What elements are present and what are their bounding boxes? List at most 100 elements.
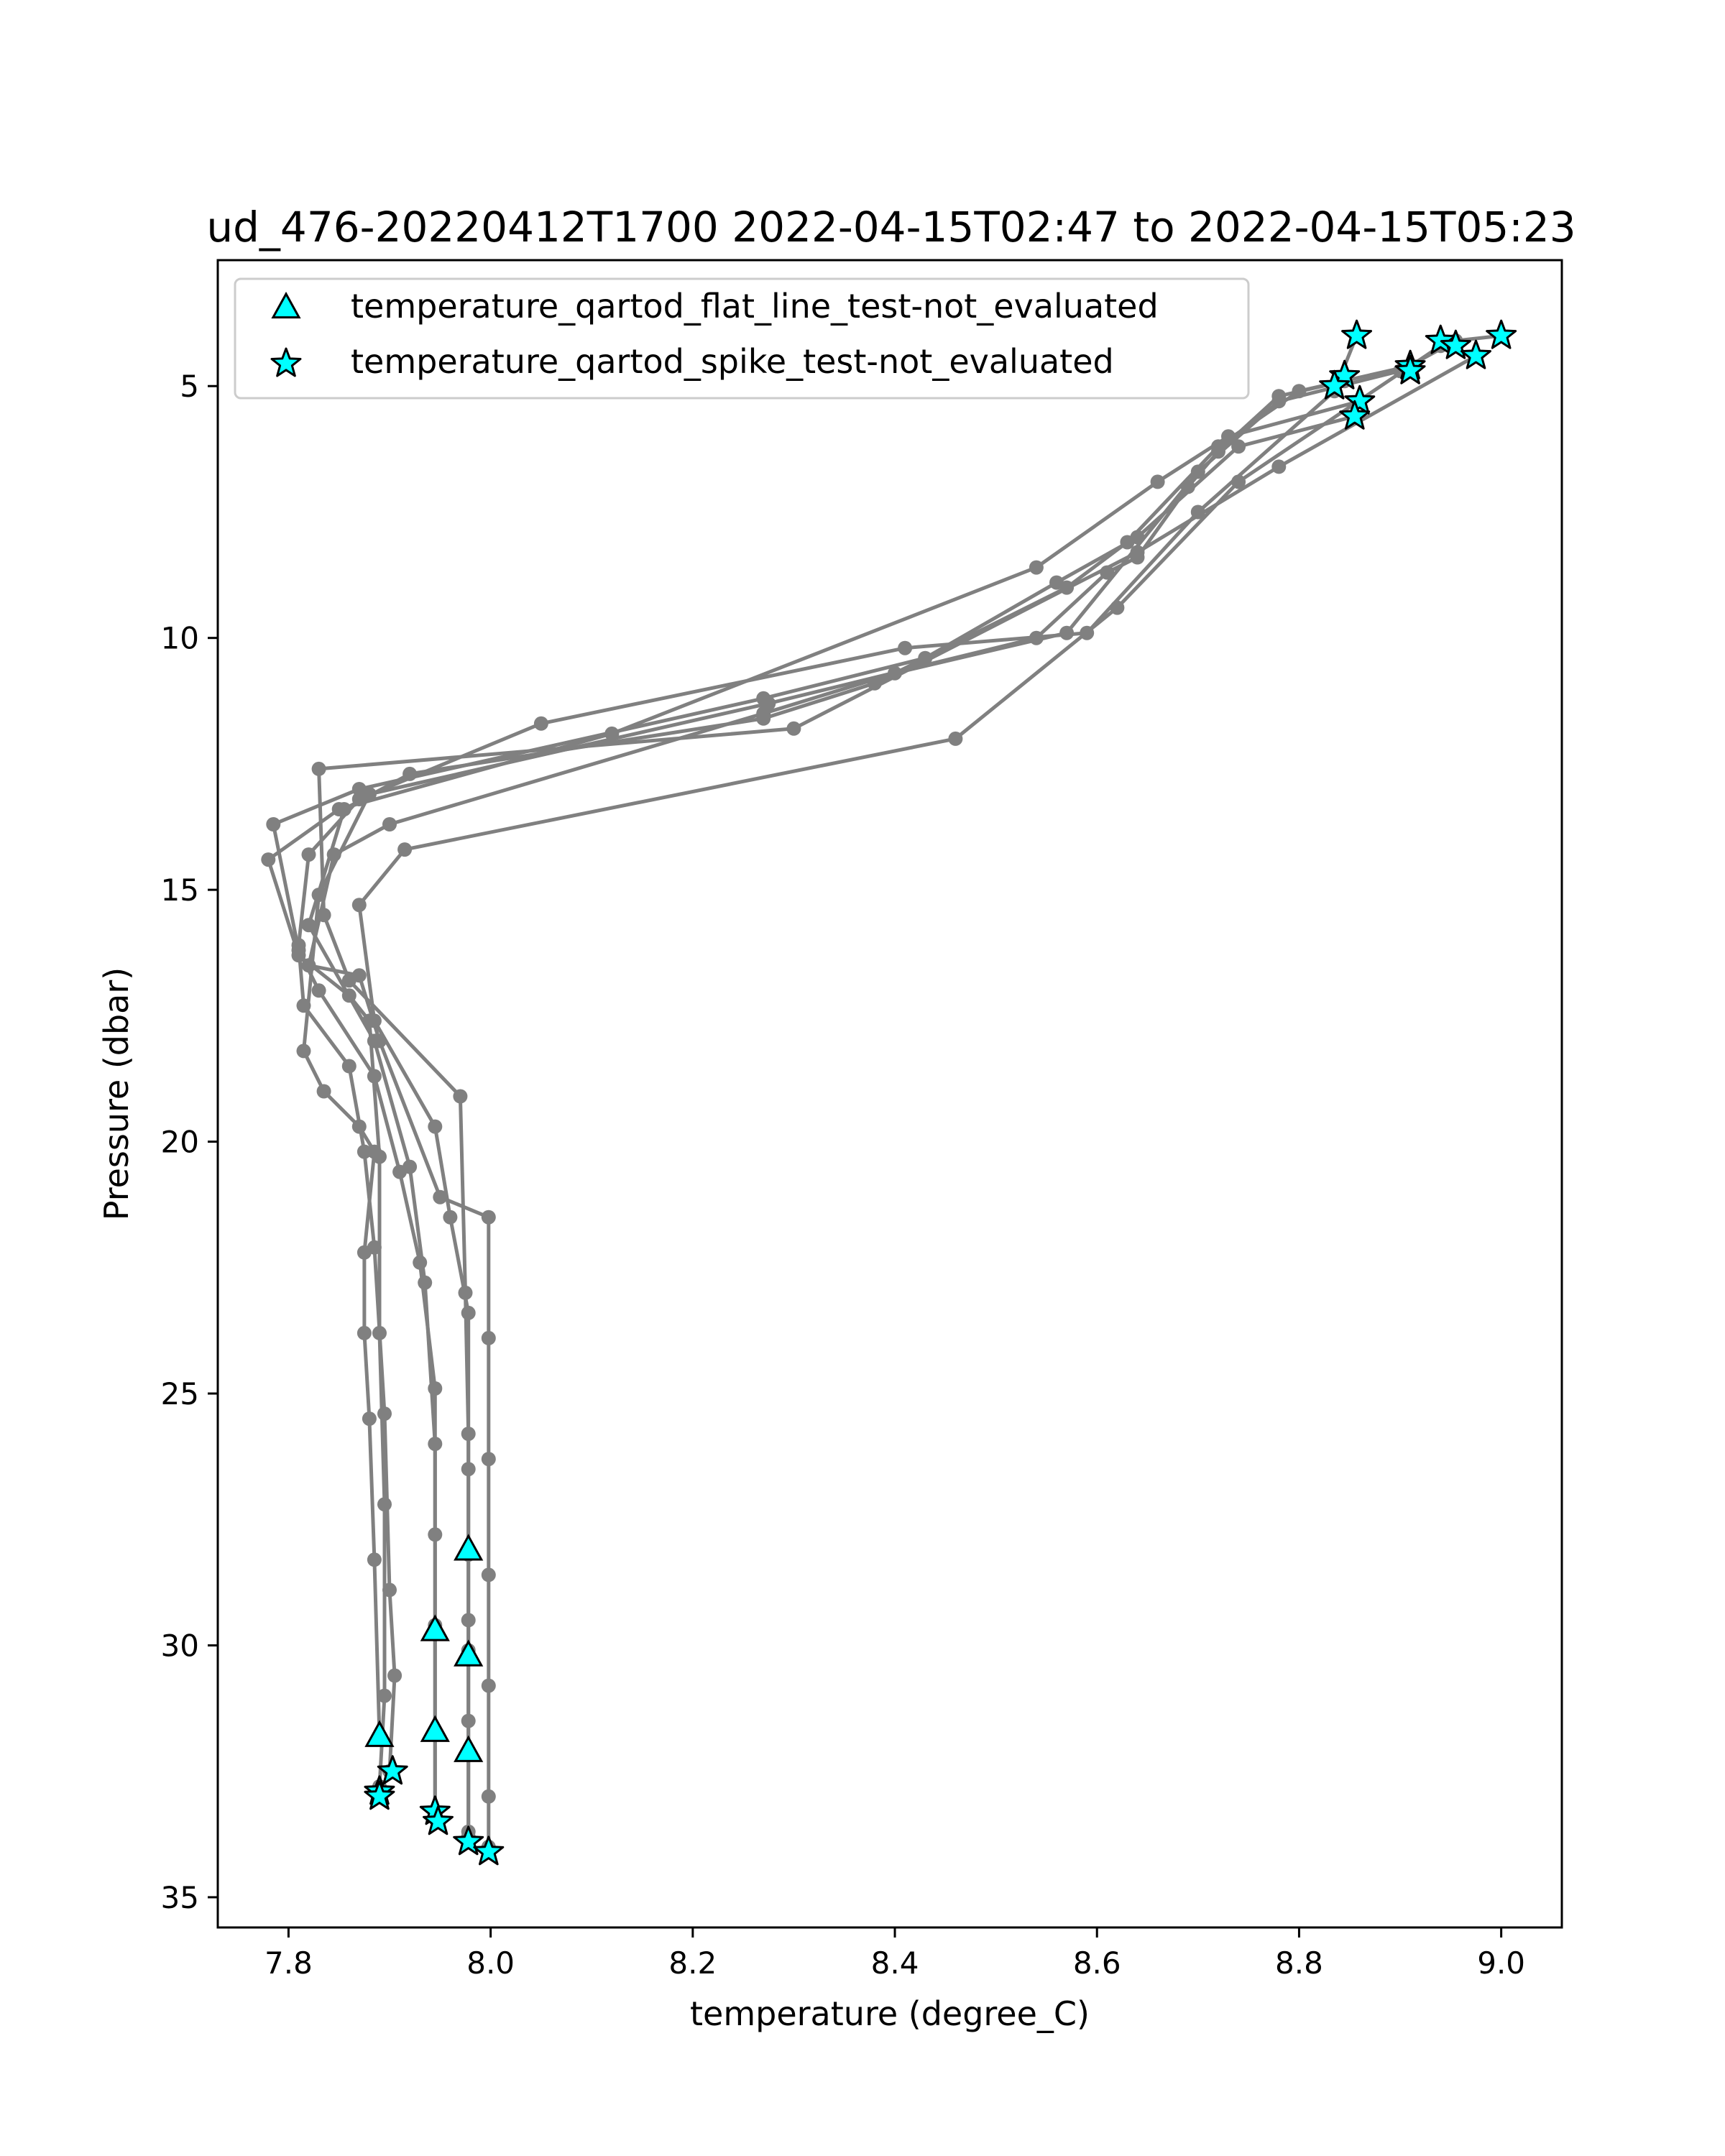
profile-point	[351, 968, 367, 983]
profile-point	[481, 1452, 496, 1467]
flat-line-marker	[454, 1639, 484, 1667]
y-tick-label: 5	[180, 369, 199, 404]
profile-point	[336, 802, 351, 816]
legend-triangle	[271, 291, 301, 319]
profile-point	[1150, 474, 1165, 489]
x-tick-label: 8.4	[871, 1945, 919, 1981]
y-tick-label: 25	[161, 1376, 199, 1411]
profile-point	[1271, 394, 1287, 409]
profile-3	[261, 394, 1367, 1794]
y-axis-label: Pressure (dbar)	[97, 967, 136, 1220]
profile-point	[481, 1567, 496, 1583]
profile-point	[372, 1033, 387, 1049]
x-tick-label: 8.6	[1073, 1945, 1121, 1981]
spike-marker	[1486, 319, 1517, 349]
profile-line	[357, 344, 1442, 1832]
spike-marker	[377, 1755, 408, 1785]
legend-marker-star	[270, 347, 302, 377]
legend-entry-spike: temperature_qartod_spike_test-not_evalua…	[351, 342, 1114, 381]
legend: temperature_qartod_flat_line_test-not_ev…	[234, 277, 1250, 400]
spike-marker	[1460, 339, 1491, 369]
profile-point	[428, 1437, 443, 1452]
profile-point	[533, 716, 548, 731]
legend-entry-flat-line: temperature_qartod_flat_line_test-not_ev…	[351, 287, 1159, 326]
profile-8	[301, 328, 1509, 1854]
profile-point	[481, 1678, 496, 1693]
flat-line-marker	[364, 1720, 395, 1747]
profile-point	[291, 948, 306, 963]
profile-point	[461, 1305, 476, 1320]
profile-point	[362, 1411, 377, 1427]
y-tick-label: 30	[161, 1628, 199, 1663]
spike-marker	[1319, 369, 1351, 400]
x-tick-label: 9.0	[1477, 1945, 1525, 1981]
y-tick-label: 20	[161, 1125, 199, 1160]
profile-point	[1190, 505, 1205, 520]
profile-point	[261, 852, 276, 867]
profile-point	[377, 1688, 392, 1703]
x-tick-label: 8.8	[1275, 1945, 1323, 1981]
profile-point	[356, 1325, 372, 1340]
profile-point	[481, 1330, 496, 1345]
x-axis: 7.8 8.0 8.2 8.4 8.6 8.8 9.0	[264, 1927, 1525, 1981]
profile-point	[443, 1210, 458, 1225]
flat-line-marker	[420, 1715, 450, 1742]
profile-point	[266, 817, 281, 831]
profile-point	[367, 1552, 382, 1567]
y-tick-label: 35	[161, 1880, 199, 1915]
profile-point	[356, 1245, 372, 1260]
profile-point	[397, 842, 413, 857]
profile-point	[387, 1668, 402, 1683]
spike-marker	[1341, 319, 1373, 349]
x-tick-label: 7.8	[264, 1945, 313, 1981]
flat-line-marker	[420, 1614, 450, 1641]
profile-point	[1120, 535, 1135, 550]
profile-point	[402, 766, 418, 781]
profile-line	[307, 364, 1411, 1817]
profile-point	[341, 1059, 356, 1074]
profile-point	[311, 761, 326, 776]
profile-point	[898, 640, 913, 655]
spike-marker	[1344, 384, 1376, 415]
profile-point	[888, 665, 902, 681]
profile-point	[948, 731, 963, 746]
profile-point	[1110, 600, 1125, 615]
profile-point	[296, 1044, 311, 1059]
legend-frame	[234, 277, 1250, 400]
profile-point	[418, 1275, 433, 1290]
plot-area	[261, 319, 1517, 1866]
profile-point	[461, 1713, 476, 1728]
profile-point	[301, 847, 316, 862]
profile-point	[1231, 474, 1246, 489]
spike-marker	[1339, 400, 1371, 430]
spike-marker	[1394, 354, 1426, 384]
legend-star	[270, 347, 302, 377]
spike-marker	[1440, 329, 1471, 359]
flat-line-marker	[454, 1534, 484, 1561]
profile-point	[351, 898, 367, 913]
profile-point	[301, 918, 316, 933]
profile-point	[453, 1089, 468, 1104]
x-axis-label: temperature (degree_C)	[690, 1994, 1090, 2033]
profile-point	[481, 1789, 496, 1804]
profile-point	[356, 1144, 372, 1159]
profile-point	[428, 1119, 443, 1134]
profile-point	[786, 721, 801, 736]
profile-point	[1231, 439, 1246, 454]
profile-point	[1190, 464, 1205, 479]
profile-point	[377, 1497, 392, 1512]
profile-point	[481, 1210, 496, 1225]
legend-marker-triangle	[271, 291, 301, 319]
y-tick-label: 15	[161, 872, 199, 908]
profile-point	[461, 1462, 476, 1477]
profile-point	[382, 817, 397, 831]
profile-point	[367, 1144, 382, 1159]
spike-marker	[1425, 324, 1456, 354]
profile-point	[461, 1613, 476, 1628]
flat-line-marker	[454, 1735, 484, 1762]
spike-marker	[423, 1805, 454, 1835]
profile-point	[1059, 625, 1075, 640]
spike-marker	[453, 1825, 484, 1856]
profile-point	[402, 1159, 418, 1174]
